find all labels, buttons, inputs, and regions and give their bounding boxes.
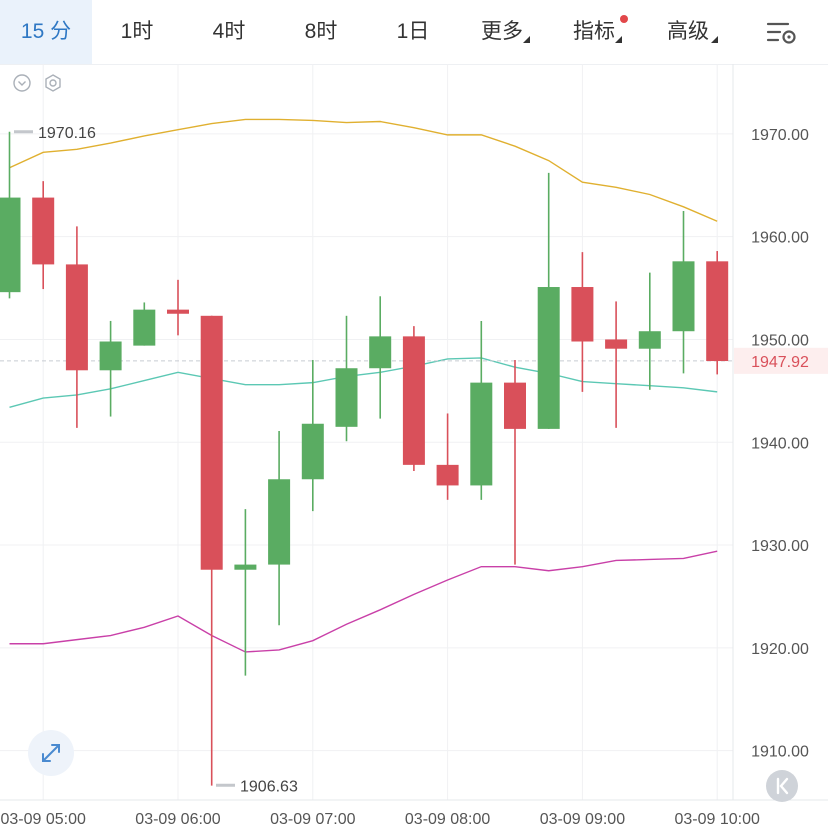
tab-15min[interactable]: 15 分 [0,0,92,64]
tab-label: 高级 [667,20,709,43]
candle-up [268,479,291,565]
tab-indicators[interactable]: 指标 [568,0,628,64]
dropdown-triangle-icon [615,36,622,43]
candle-up [99,341,122,371]
candle-up [335,368,358,427]
x-tick-label: 03-09 09:00 [540,811,626,828]
y-tick-label: 1970.00 [751,127,809,144]
x-tick-label: 03-09 06:00 [135,811,221,828]
x-tick-label: 03-09 10:00 [674,811,760,828]
scroll-to-latest-button[interactable] [766,770,798,802]
expand-arrows-icon [42,744,60,762]
y-tick-label: 1960.00 [751,230,809,247]
y-tick-label: 1950.00 [751,332,809,349]
candle-up [133,309,156,346]
tab-label: 1日 [396,20,430,43]
dropdown-triangle-icon [523,36,530,43]
expand-button[interactable] [28,730,74,776]
x-tick-label: 03-09 05:00 [0,811,86,828]
y-tick-label: 1940.00 [751,435,809,452]
dropdown-triangle-icon [711,36,718,43]
tab-1h[interactable]: 1时 [104,0,170,64]
candlestick-chart[interactable]: 1970.00 1960.00 1950.00 1940.00 1930.00 1920.… [0,64,828,835]
candle-up [369,336,392,369]
indicator-toggle-icons [13,74,61,92]
tab-more[interactable]: 更多 [476,0,530,64]
candle-down [65,264,88,371]
y-tick-label: 1910.00 [751,744,809,761]
candle-down [706,261,729,362]
chart-toolbar: 15 分 1时 4时 8时 1日 更多 指标 高级 [0,0,828,65]
tab-label: 15 分 [20,20,72,43]
candle-down [605,339,628,349]
upper-band-line [9,118,718,222]
middle-band-line [9,357,718,408]
tab-1d[interactable]: 1日 [380,0,446,64]
tab-label: 更多 [481,20,523,43]
tab-8h[interactable]: 8时 [288,0,354,64]
y-tick-label: 1920.00 [751,641,809,658]
candle-down [504,382,526,429]
candle-down [402,336,425,465]
last-price-tag [734,347,828,374]
candle-up [638,331,661,349]
low-price-label: 1906.63 [240,778,298,795]
high-price-label: 1970.16 [38,125,96,142]
lower-band-line [9,550,718,653]
tab-label: 指标 [573,20,615,43]
candle-down [436,464,459,486]
candle-down [571,287,594,342]
tab-advanced[interactable]: 高级 [660,0,718,64]
candle-down [200,315,223,570]
tab-label: 8时 [304,20,338,43]
candle-up [470,382,493,486]
candle-up [0,197,21,293]
y-tick-label: 1930.00 [751,538,809,555]
notification-dot-icon [620,15,628,23]
chart-settings-icon[interactable] [766,20,798,46]
candle-up [537,287,560,429]
candle-up [234,564,257,570]
candle-up [672,261,695,332]
candle-down [167,309,189,314]
x-tick-label: 03-09 08:00 [405,811,491,828]
candle-up [301,423,324,480]
indicator-gear-icon[interactable] [45,74,61,92]
tab-4h[interactable]: 4时 [196,0,262,64]
x-tick-label: 03-09 07:00 [270,811,356,828]
collapse-chevron-icon[interactable] [13,74,31,92]
tab-label: 4时 [212,20,246,43]
last-price-label: 1947.92 [751,354,809,371]
skip-to-end-icon [776,777,789,795]
candle-down [32,197,55,265]
tab-label: 1时 [120,20,154,43]
